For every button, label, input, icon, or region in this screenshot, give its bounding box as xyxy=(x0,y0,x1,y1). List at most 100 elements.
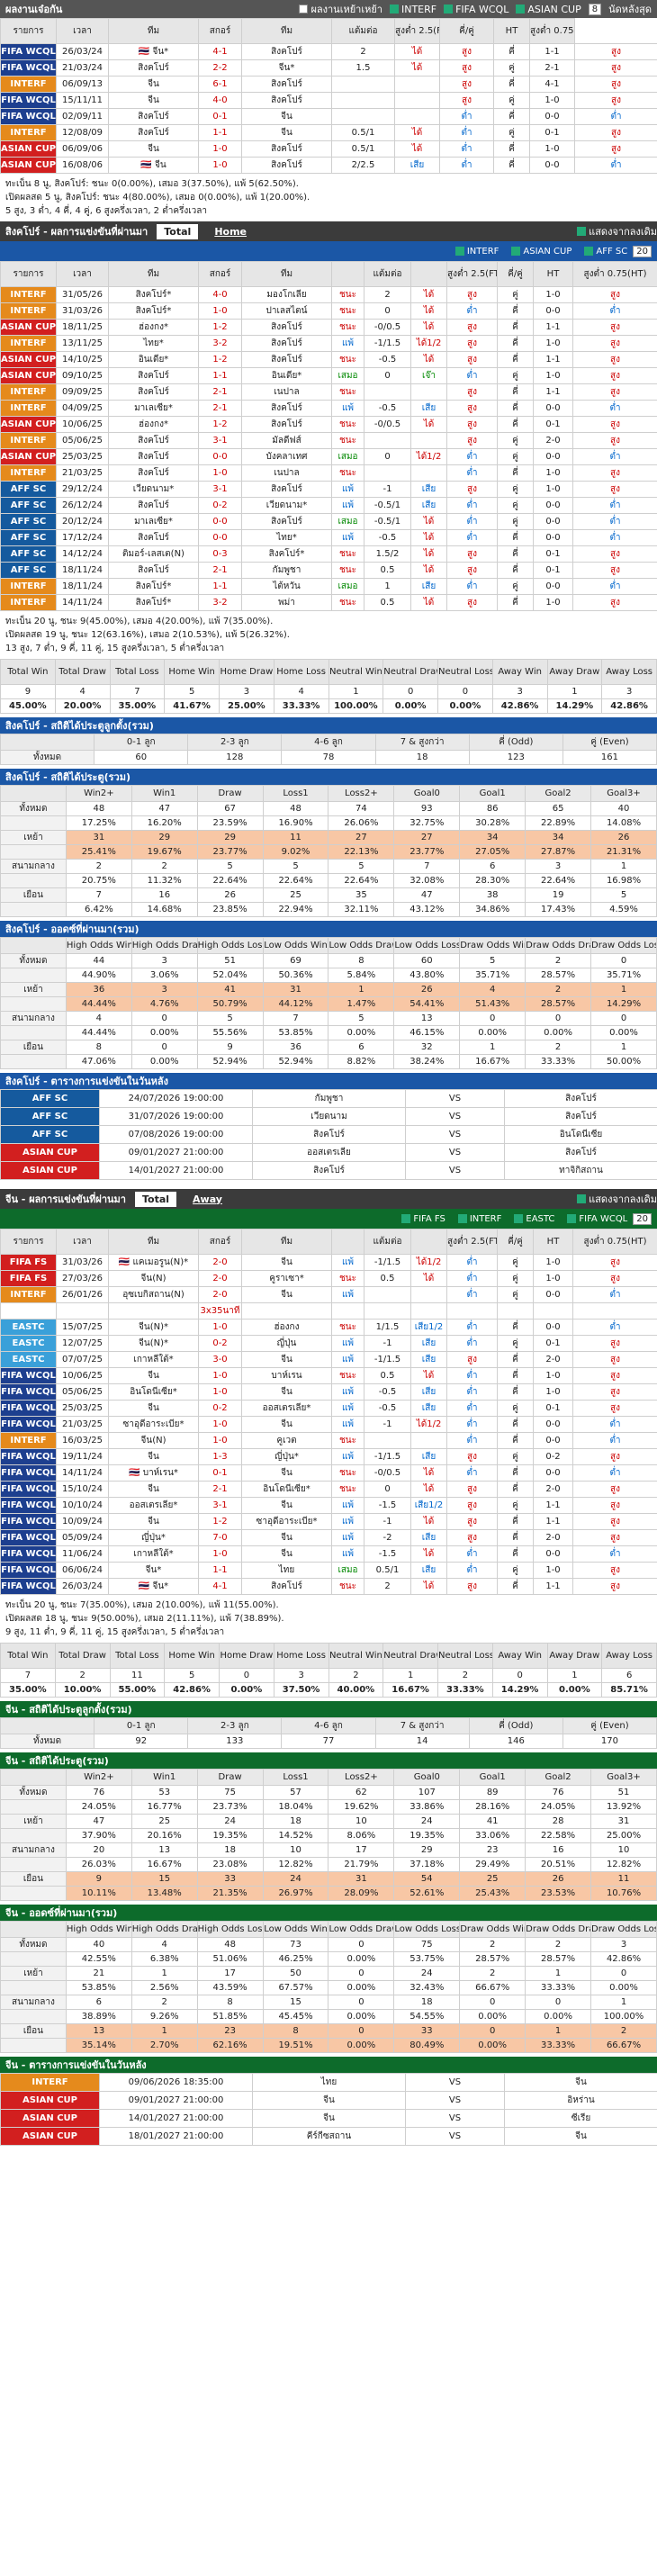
match-score[interactable]: 2-0 xyxy=(198,1286,242,1303)
table-row[interactable]: FIFA WCQL 10/10/24 ออสเตรเลีย* 3-1 จีน แพ้ -1.… xyxy=(0,1497,657,1514)
away-team[interactable]: จีน xyxy=(241,1416,332,1433)
table-row[interactable]: INTERF 31/03/26 สิงคโปร์* 1-0 ปาเลสไตน์ ชนะ 0 ไ… xyxy=(0,302,657,320)
away-team[interactable]: อินเดีย* xyxy=(241,367,332,384)
league-badge[interactable]: ASIAN CUP xyxy=(0,416,57,433)
upcoming-row[interactable]: AFF SC 31/07/2026 19:00:00 เวียดนาม VS สิงคโ… xyxy=(0,1107,657,1126)
league-badge[interactable]: ASIAN CUP xyxy=(0,448,57,465)
match-score[interactable]: 1-2 xyxy=(198,1513,242,1530)
league-badge[interactable]: FIFA WCQL xyxy=(0,108,57,125)
home-team[interactable]: เกาหลีใต้* xyxy=(108,1545,199,1563)
away-team[interactable]: สิงคโปร์ xyxy=(241,157,332,174)
table-row[interactable]: ASIAN CUP 14/10/25 อินเดีย* 1-2 สิงคโปร์ ชนะ -… xyxy=(0,351,657,368)
home-team[interactable]: จีน xyxy=(108,76,199,93)
league-badge[interactable]: AFF SC xyxy=(0,562,57,579)
away-team[interactable]: สิงคโปร์ xyxy=(241,351,332,368)
upcoming-row[interactable]: ASIAN CUP 18/01/2027 21:00:00 คีร์กีซสถาน V… xyxy=(0,2127,657,2146)
match-score[interactable]: 1-0 xyxy=(198,1416,242,1433)
home-team[interactable]: 🇹🇭 แคเมอรูน(N)* xyxy=(108,1254,199,1271)
table-row[interactable]: INTERF 14/11/24 สิงคโปร์* 3-2 พม่า ชนะ 0.5 ได้ส… xyxy=(0,594,657,611)
table-row[interactable]: INTERF 18/11/24 สิงคโปร์* 1-1 ไต้หวัน เสมอ 1 เส… xyxy=(0,578,657,595)
sg-right-toggle[interactable]: แสดงจากลงเดิม xyxy=(577,223,657,239)
home-team[interactable]: สิงคโปร์ xyxy=(108,383,199,401)
home-team[interactable]: จีน xyxy=(108,1448,199,1465)
away-team[interactable]: ซีเรีย xyxy=(504,2109,657,2128)
league-badge[interactable]: INTERF xyxy=(0,594,57,611)
home-team[interactable] xyxy=(108,1302,199,1320)
home-team[interactable]: จีน(N)* xyxy=(108,1319,199,1336)
match-score[interactable]: 3-0 xyxy=(198,1351,242,1368)
upcoming-row[interactable]: ASIAN CUP 14/01/2027 21:00:00 จีน VS ซีเรีย xyxy=(0,2109,657,2128)
away-team[interactable]: ญี่ปุ่น* xyxy=(241,1448,332,1465)
league-badge[interactable]: ASIAN CUP xyxy=(0,2109,100,2128)
table-row[interactable]: FIFA WCQL 05/09/24 ญี่ปุ่น* 7-0 จีน แพ้ -2 เสีย… xyxy=(0,1529,657,1546)
match-score[interactable]: 0-2 xyxy=(198,497,242,514)
home-team[interactable]: สิงคโปร์ xyxy=(108,448,199,465)
match-score[interactable]: 2-1 xyxy=(198,400,242,417)
sg-filter-asiancup[interactable]: ASIAN CUP xyxy=(511,247,572,257)
match-score[interactable]: 0-0 xyxy=(198,513,242,530)
cn-filter-fifafs[interactable]: FIFA FS xyxy=(401,1214,446,1224)
home-team[interactable]: ฮ่องกง* xyxy=(108,416,199,433)
match-score[interactable]: 1-2 xyxy=(198,351,242,368)
league-badge[interactable]: FIFA WCQL xyxy=(0,1416,57,1433)
league-badge[interactable]: AFF SC xyxy=(0,497,57,514)
h2h-filter-asiancup[interactable]: ASIAN CUP xyxy=(516,4,581,15)
league-badge[interactable]: INTERF xyxy=(0,1286,57,1303)
league-badge[interactable]: EASTC xyxy=(0,1335,57,1352)
home-team[interactable]: สิงคโปร์ xyxy=(108,529,199,546)
match-score[interactable]: 0-3 xyxy=(198,545,242,563)
table-row[interactable]: FIFA WCQL 10/06/25 จีน 1-0 บาห์เรน ชนะ 0.5 ได้ต… xyxy=(0,1367,657,1384)
league-badge[interactable]: ASIAN CUP xyxy=(0,319,57,336)
table-row[interactable]: FIFA WCQL 19/11/24 จีน 1-3 ญี่ปุ่น* แพ้ -1/1.5… xyxy=(0,1448,657,1465)
league-badge[interactable]: INTERF xyxy=(0,383,57,401)
away-team[interactable]: สิงคโปร์ xyxy=(241,481,332,498)
away-team[interactable]: พม่า xyxy=(241,594,332,611)
match-score[interactable]: 2-1 xyxy=(198,1481,242,1498)
home-team[interactable]: ไทย* xyxy=(108,335,199,352)
sg-filter-affsc[interactable]: AFF SC xyxy=(584,247,627,257)
home-team[interactable]: อุซเบกิสถาน(N) xyxy=(108,1286,199,1303)
league-badge[interactable]: ASIAN CUP xyxy=(0,157,57,174)
league-badge[interactable] xyxy=(0,1302,57,1320)
home-team[interactable]: จีน xyxy=(108,1513,199,1530)
home-team[interactable]: สิงคโปร์ xyxy=(252,1125,406,1144)
home-team[interactable]: อินเดีย* xyxy=(108,351,199,368)
upcoming-row[interactable]: AFF SC 24/07/2026 19:00:00 กัมพูชา VS สิงคโป… xyxy=(0,1089,657,1108)
away-team[interactable]: จีน xyxy=(241,108,332,125)
match-score[interactable]: 3-1 xyxy=(198,432,242,449)
away-team[interactable]: มองโกเลีย xyxy=(241,286,332,303)
home-team[interactable]: สิงคโปร์ xyxy=(108,108,199,125)
upcoming-row[interactable]: ASIAN CUP 14/01/2027 21:00:00 สิงคโปร์ VS ทา… xyxy=(0,1161,657,1180)
match-score[interactable]: 2-1 xyxy=(198,562,242,579)
table-row[interactable]: AFF SC 17/12/24 สิงคโปร์ 0-0 ไทย* แพ้ -0.5 ได้ต… xyxy=(0,529,657,546)
away-team[interactable]: ทาจิกิสถาน xyxy=(504,1161,657,1180)
league-badge[interactable]: INTERF xyxy=(0,432,57,449)
home-team[interactable]: จีน xyxy=(108,92,199,109)
away-team[interactable]: จีน xyxy=(241,1286,332,1303)
table-row[interactable]: ASIAN CUP 10/06/25 ฮ่องกง* 1-2 สิงคโปร์ ชนะ -0… xyxy=(0,416,657,433)
home-team[interactable]: ฮ่องกง* xyxy=(108,319,199,336)
away-team[interactable]: บาห์เรน xyxy=(241,1367,332,1384)
away-team[interactable]: ไทย* xyxy=(241,529,332,546)
home-team[interactable]: 🇹🇭 บาห์เรน* xyxy=(108,1464,199,1482)
cn-filter-wcql[interactable]: FIFA WCQL xyxy=(567,1214,627,1224)
league-badge[interactable]: AFF SC xyxy=(0,1125,100,1144)
away-team[interactable]: สิงคโปร์ xyxy=(504,1107,657,1126)
table-row[interactable]: AFF SC 29/12/24 เวียดนาม* 3-1 สิงคโปร์ แพ้ -1 เ… xyxy=(0,481,657,498)
cn-right-toggle[interactable]: แสดงจากลงเดิม xyxy=(577,1191,657,1207)
league-badge[interactable]: EASTC xyxy=(0,1351,57,1368)
match-score[interactable]: 1-0 xyxy=(198,302,242,320)
upcoming-row[interactable]: ASIAN CUP 09/01/2027 21:00:00 ออสเตรเลีย VS… xyxy=(0,1143,657,1162)
league-badge[interactable]: AFF SC xyxy=(0,1107,100,1126)
h2h-count-select[interactable]: 8 xyxy=(588,3,602,15)
match-score[interactable]: 0-2 xyxy=(198,1335,242,1352)
away-team[interactable]: จีน xyxy=(241,1383,332,1401)
away-team[interactable]: เนปาล xyxy=(241,464,332,482)
home-team[interactable]: สิงคโปร์ xyxy=(108,562,199,579)
table-row[interactable]: INTERF 13/11/25 ไทย* 3-2 สิงคโปร์ แพ้ -1/1.5 ได… xyxy=(0,335,657,352)
league-badge[interactable]: EASTC xyxy=(0,1319,57,1336)
table-row[interactable]: AFF SC 18/11/24 สิงคโปร์ 2-1 กัมพูชา ชนะ 0.5 ได… xyxy=(0,562,657,579)
match-score[interactable]: 1-0 xyxy=(198,157,242,174)
league-badge[interactable]: FIFA WCQL xyxy=(0,43,57,60)
league-badge[interactable]: FIFA WCQL xyxy=(0,1529,57,1546)
